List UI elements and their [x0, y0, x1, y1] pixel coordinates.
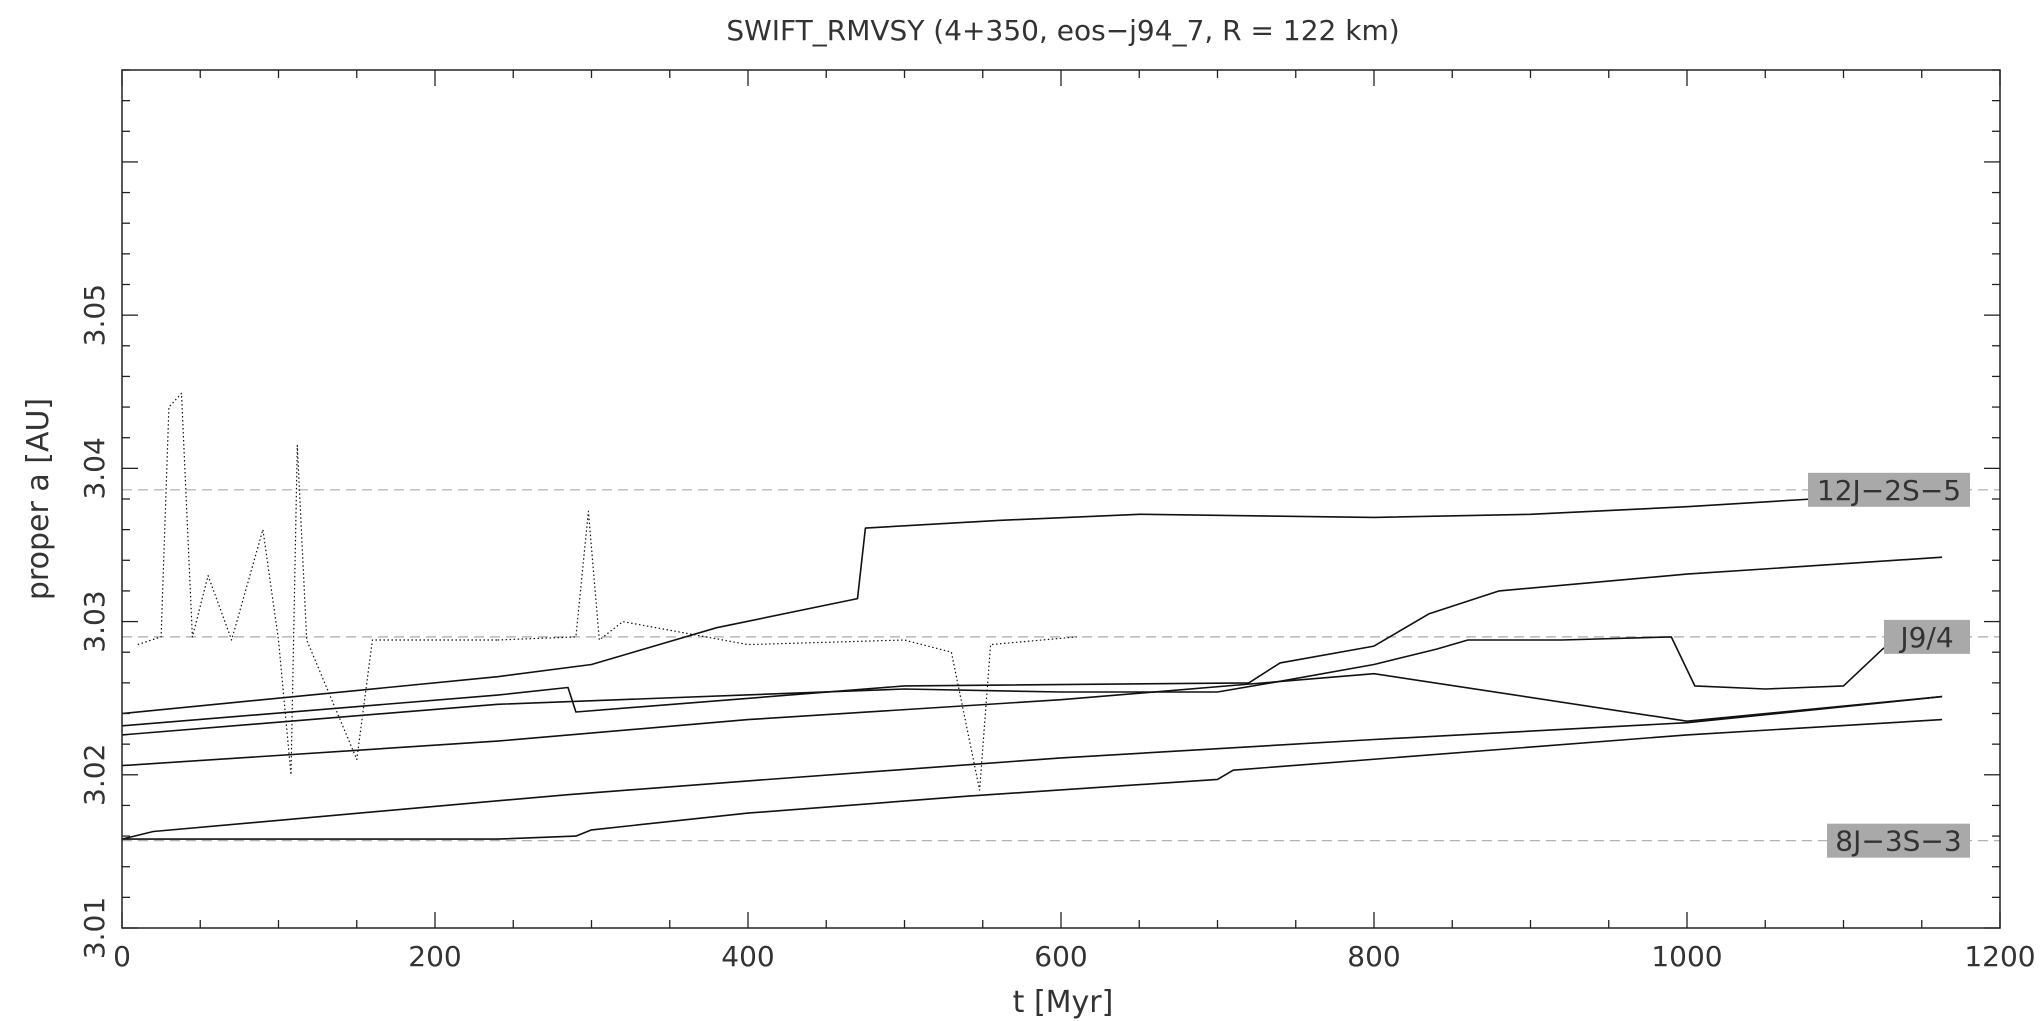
resonance-labels: 12J−2S−5 J9/4 8J−3S−3	[1808, 472, 1970, 858]
plot-frame	[121, 69, 2001, 929]
x-tick-label: 0	[113, 940, 131, 973]
x-tick-labels: 0 200 400 600 800 1000 1200	[113, 940, 2036, 973]
y-tick-label: 3.04	[78, 437, 111, 499]
x-tick-label: 1200	[1964, 940, 2035, 973]
series-line	[121, 556, 1943, 727]
series-line	[121, 636, 1899, 736]
x-tick-label: 600	[1034, 940, 1087, 973]
x-axis-label: t [Myr]	[1013, 985, 1114, 1020]
resonance-label: 8J−3S−3	[1835, 825, 1961, 858]
y-tick-label: 3.03	[78, 590, 111, 652]
y-tick-label: 3.05	[78, 284, 111, 346]
y-tick-labels: 3.01 3.02 3.03 3.04 3.05	[78, 284, 111, 959]
resonance-label: 12J−2S−5	[1817, 474, 1961, 507]
x-tick-label: 200	[408, 940, 461, 973]
resonance-lines	[122, 489, 2000, 842]
x-tick-label: 800	[1347, 940, 1400, 973]
series-line	[137, 392, 498, 776]
series-line	[122, 718, 1943, 840]
y-axis-label: proper a [AU]	[21, 398, 56, 600]
x-tick-label: 400	[721, 940, 774, 973]
series-line	[121, 695, 1943, 840]
x-tick-label: 1000	[1651, 940, 1722, 973]
y-tick-label: 3.02	[78, 744, 111, 806]
resonance-label-box	[1884, 619, 1970, 654]
series-line	[121, 498, 1813, 715]
series-line	[497, 510, 1077, 791]
axis-ticks	[121, 69, 2001, 929]
y-tick-label: 3.01	[78, 897, 111, 959]
resonance-label: J9/4	[1898, 621, 1953, 654]
resonance-label-box	[1827, 823, 1970, 858]
series-lines	[121, 392, 1943, 840]
series-line	[121, 672, 1943, 767]
resonance-label-box	[1808, 472, 1970, 507]
chart-title: SWIFT_RMVSY (4+350, eos−j94_7, R = 122 k…	[726, 14, 1399, 47]
